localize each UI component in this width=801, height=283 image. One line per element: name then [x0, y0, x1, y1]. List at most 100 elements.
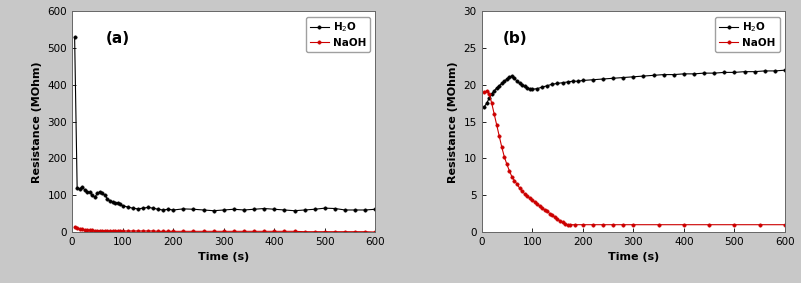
X-axis label: Time (s): Time (s)	[198, 252, 249, 262]
H$_2$O	[300, 208, 309, 212]
NaOH	[515, 186, 525, 190]
NaOH	[199, 230, 208, 233]
H$_2$O	[83, 190, 92, 193]
H$_2$O	[138, 207, 147, 210]
NaOH	[100, 229, 110, 232]
H$_2$O	[260, 207, 269, 210]
NaOH	[320, 230, 330, 233]
H$_2$O	[100, 194, 110, 197]
H$_2$O	[111, 202, 120, 205]
NaOH	[553, 217, 562, 220]
H$_2$O	[219, 208, 228, 212]
H$_2$O	[533, 87, 542, 90]
H$_2$O	[482, 102, 492, 105]
X-axis label: Time (s): Time (s)	[608, 252, 659, 262]
NaOH	[138, 229, 147, 233]
NaOH	[153, 230, 163, 233]
NaOH	[78, 228, 87, 231]
NaOH	[133, 229, 143, 233]
NaOH	[290, 230, 300, 233]
NaOH	[487, 102, 497, 105]
NaOH	[517, 189, 527, 192]
NaOH	[103, 229, 112, 233]
NaOH	[159, 230, 168, 233]
NaOH	[168, 230, 178, 233]
NaOH	[118, 229, 127, 233]
NaOH	[654, 223, 663, 226]
H$_2$O	[537, 85, 547, 89]
NaOH	[535, 205, 545, 208]
H$_2$O	[780, 68, 790, 72]
NaOH	[560, 222, 570, 226]
NaOH	[188, 230, 198, 233]
H$_2$O	[290, 209, 300, 213]
H$_2$O	[153, 207, 163, 211]
NaOH	[679, 223, 689, 226]
NaOH	[371, 230, 380, 234]
H$_2$O	[699, 71, 709, 75]
H$_2$O	[719, 71, 729, 74]
H$_2$O	[750, 70, 759, 73]
H$_2$O	[85, 191, 95, 194]
NaOH	[340, 230, 350, 233]
H$_2$O	[98, 192, 107, 195]
NaOH	[550, 216, 560, 219]
H$_2$O	[507, 74, 517, 78]
NaOH	[85, 229, 95, 232]
NaOH	[330, 230, 340, 233]
NaOH	[598, 223, 608, 226]
H$_2$O	[95, 190, 105, 193]
NaOH	[482, 89, 492, 93]
NaOH	[507, 175, 517, 179]
H$_2$O	[70, 35, 79, 39]
H$_2$O	[239, 208, 249, 212]
H$_2$O	[118, 204, 127, 207]
H$_2$O	[740, 70, 750, 73]
H$_2$O	[72, 186, 82, 190]
NaOH	[755, 223, 764, 226]
H$_2$O	[179, 207, 188, 211]
H$_2$O	[573, 80, 582, 83]
H$_2$O	[497, 82, 507, 85]
NaOH	[179, 230, 188, 233]
H$_2$O	[525, 87, 534, 90]
H$_2$O	[159, 208, 168, 212]
NaOH	[113, 229, 123, 233]
H$_2$O	[143, 206, 153, 209]
NaOH	[128, 229, 138, 233]
NaOH	[219, 230, 228, 233]
H$_2$O	[542, 84, 552, 87]
NaOH	[527, 199, 537, 202]
NaOH	[209, 230, 219, 233]
NaOH	[500, 155, 509, 159]
NaOH	[249, 230, 259, 233]
H$_2$O	[485, 97, 494, 100]
NaOH	[533, 202, 542, 206]
NaOH	[70, 225, 79, 228]
NaOH	[229, 230, 239, 233]
Line: NaOH: NaOH	[482, 89, 787, 226]
H$_2$O	[487, 92, 497, 95]
NaOH	[566, 223, 575, 226]
NaOH	[300, 230, 309, 233]
H$_2$O	[90, 196, 99, 199]
NaOH	[520, 192, 529, 196]
NaOH	[545, 212, 554, 215]
H$_2$O	[548, 82, 557, 86]
NaOH	[608, 223, 618, 226]
H$_2$O	[310, 207, 320, 211]
H$_2$O	[689, 72, 698, 76]
H$_2$O	[563, 80, 573, 84]
NaOH	[143, 229, 153, 233]
H$_2$O	[87, 194, 97, 197]
H$_2$O	[598, 77, 608, 81]
NaOH	[502, 163, 512, 166]
NaOH	[350, 230, 360, 233]
NaOH	[588, 223, 598, 226]
NaOH	[557, 221, 567, 224]
NaOH	[148, 229, 158, 233]
NaOH	[98, 229, 107, 232]
Text: (a): (a)	[106, 31, 130, 46]
Line: H$_2$O: H$_2$O	[482, 68, 787, 109]
NaOH	[87, 229, 97, 232]
